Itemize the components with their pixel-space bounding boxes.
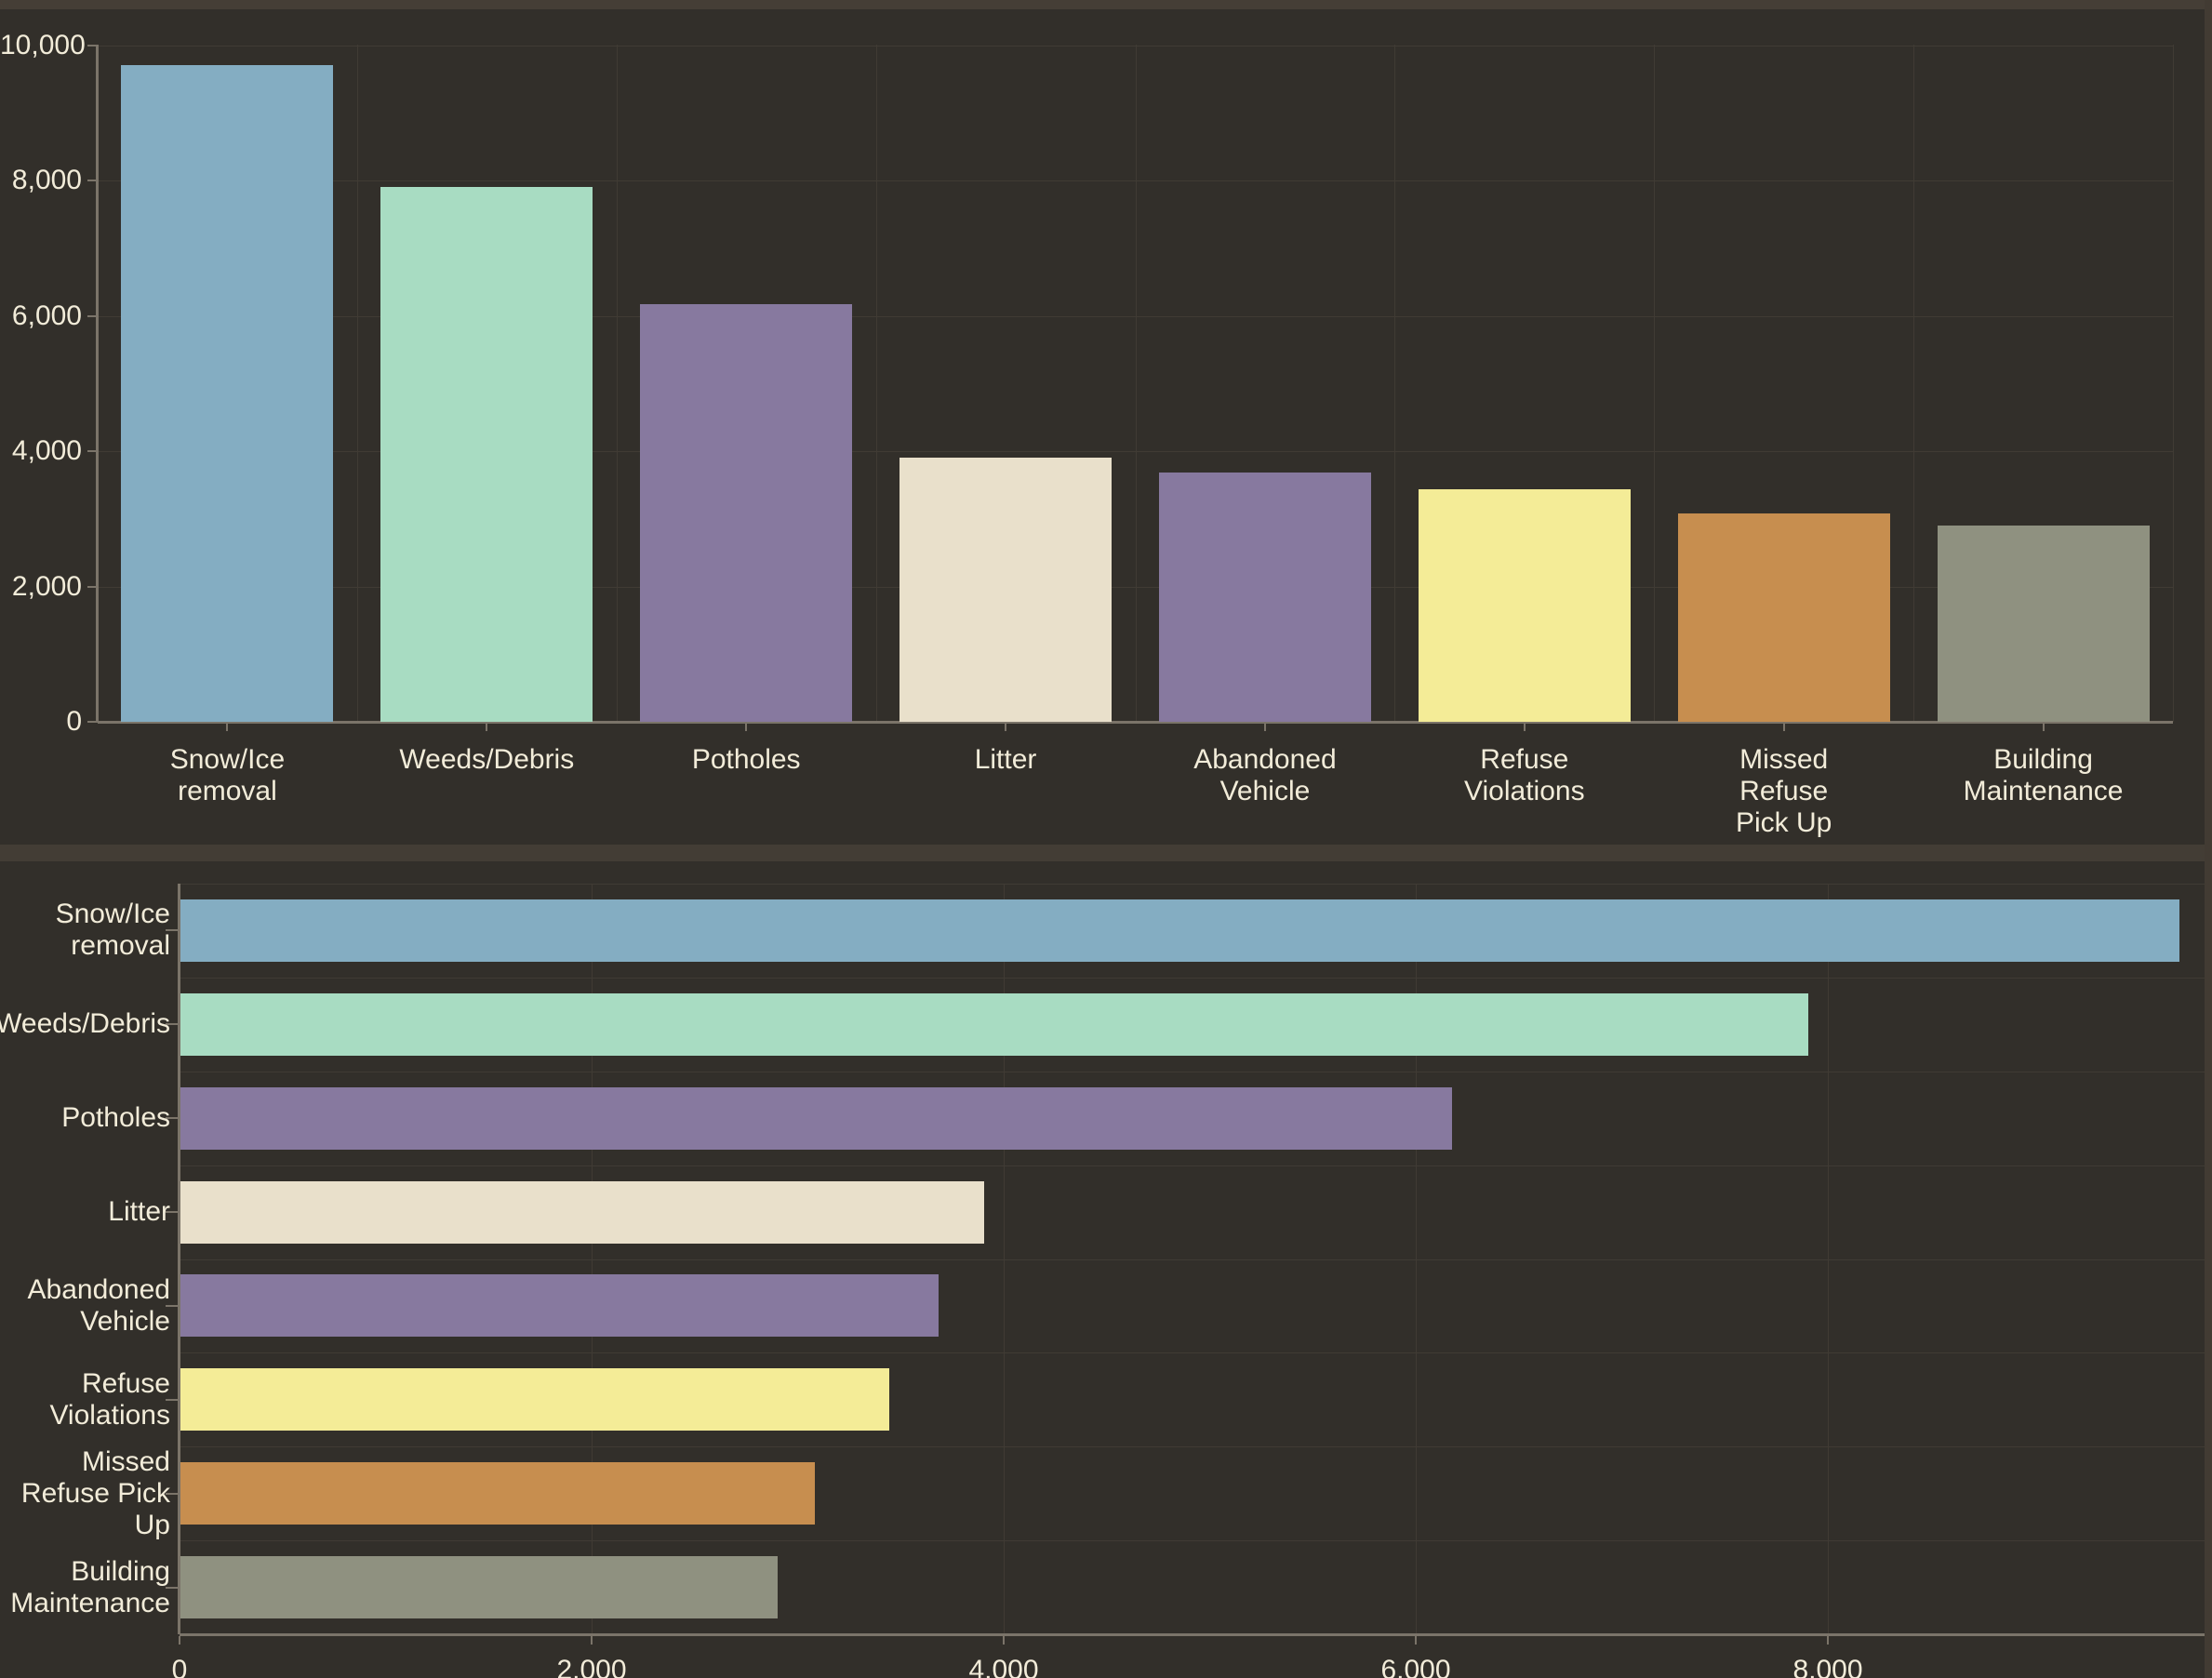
category-tick-building-maintenance (166, 1586, 180, 1589)
category-label-missed-refuse-pick-up: Missed Refuse Pick Up (1736, 744, 1832, 838)
category-label-missed-refuse-pick-up: Missed Refuse Pick Up (20, 1445, 170, 1540)
x-axis-label-2000: 2,000 (556, 1655, 627, 1678)
x-axis-tick-6000 (1415, 1636, 1417, 1645)
category-label-weeds-debris: Weeds/Debris (0, 1008, 170, 1040)
bar-potholes[interactable] (180, 1086, 1452, 1150)
bar-potholes[interactable] (640, 304, 853, 722)
y-axis-label-8000: 8,000 (11, 165, 82, 195)
category-label-potholes: Potholes (61, 1102, 170, 1134)
y-axis-tick-2000 (87, 585, 98, 588)
band-gridline (180, 1540, 2212, 1542)
category-tick-abandoned-vehicle (1263, 724, 1266, 731)
x-axis-label-4000: 4,000 (968, 1655, 1039, 1678)
bar-missed-refuse-pick-up[interactable] (1677, 513, 1890, 722)
panel-right-border (2205, 0, 2212, 1678)
x-axis-tick-2000 (591, 1636, 593, 1645)
category-label-abandoned-vehicle: Abandoned Vehicle (1193, 744, 1337, 806)
y-axis-tick-6000 (87, 314, 98, 317)
bar-refuse-violations[interactable] (180, 1368, 889, 1432)
y-axis-label-4000: 4,000 (11, 435, 82, 466)
x-axis-tick-0 (179, 1636, 180, 1645)
category-tick-refuse-violations (166, 1398, 180, 1401)
category-label-potholes: Potholes (691, 744, 801, 775)
category-label-refuse-violations: Refuse Violations (1464, 744, 1585, 806)
category-tick-missed-refuse-pick-up (1782, 724, 1785, 731)
bar-refuse-violations[interactable] (1418, 488, 1631, 722)
category-tick-snow-ice-removal (166, 929, 180, 932)
category-label-weeds-debris: Weeds/Debris (399, 744, 575, 775)
category-tick-refuse-violations (1523, 724, 1526, 731)
bar-snow-ice-removal[interactable] (180, 899, 2179, 962)
band-gridline (180, 1352, 2212, 1354)
service-requests-bar-chart: 0 2,000 4,000 6,000 8,000 Snow/Ice removal Weed… (0, 861, 2212, 1678)
category-label-building-maintenance: Building Maintenance (1963, 744, 2124, 806)
category-tick-abandoned-vehicle (166, 1304, 180, 1307)
band-gridline (1394, 45, 1396, 722)
category-label-snow-ice-removal: Snow/Ice removal (55, 899, 170, 962)
category-label-building-maintenance: Building Maintenance (10, 1555, 170, 1618)
category-tick-building-maintenance (2042, 724, 2045, 731)
bar-abandoned-vehicle[interactable] (180, 1274, 939, 1338)
panel-top-border (0, 0, 2212, 9)
bar-building-maintenance[interactable] (180, 1556, 779, 1619)
x-axis-label-6000: 6,000 (1380, 1655, 1451, 1678)
band-gridline (180, 1165, 2212, 1166)
band-gridline (2173, 45, 2174, 722)
y-axis-label-10000: 10,000 (0, 29, 86, 60)
band-gridline (616, 45, 618, 722)
category-label-litter: Litter (974, 744, 1037, 775)
y-axis-tick-4000 (87, 450, 98, 452)
y-axis-line (178, 884, 180, 1634)
y-axis-tick-8000 (87, 180, 98, 181)
x-axis-tick-8000 (1827, 1636, 1829, 1645)
x-axis-label-0: 0 (171, 1655, 188, 1678)
category-tick-potholes (745, 724, 748, 731)
panel-divider (0, 845, 2212, 861)
service-requests-column-chart: 0 2,000 4,000 6,000 8,000 10,000 Snow/Ice remov… (0, 9, 2212, 845)
bar-litter[interactable] (180, 1180, 984, 1244)
bar-building-maintenance[interactable] (1937, 526, 2150, 722)
band-gridline (875, 45, 877, 722)
band-gridline (180, 1446, 2212, 1448)
category-label-snow-ice-removal: Snow/Ice removal (169, 744, 286, 806)
category-tick-litter (1005, 724, 1007, 731)
y-axis-label-0: 0 (66, 706, 82, 737)
band-gridline (180, 977, 2212, 979)
bar-abandoned-vehicle[interactable] (1158, 473, 1371, 722)
bar-litter[interactable] (899, 458, 1113, 722)
y-axis-label-6000: 6,000 (11, 300, 82, 331)
bar-weeds-debris[interactable] (180, 992, 1808, 1056)
category-tick-potholes (166, 1117, 180, 1120)
y-axis-tick-10000 (87, 44, 98, 47)
band-gridline (356, 45, 358, 722)
x-axis-tick-4000 (1003, 1636, 1005, 1645)
bar-missed-refuse-pick-up[interactable] (180, 1462, 816, 1525)
vertical-bar-chart-panel: 0 2,000 4,000 6,000 8,000 10,000 Snow/Ice remov… (0, 9, 2212, 845)
x-axis-label-8000: 8,000 (1792, 1655, 1863, 1678)
bar-snow-ice-removal[interactable] (121, 65, 334, 722)
y-axis-tick-0 (87, 721, 98, 723)
category-tick-missed-refuse-pick-up (166, 1492, 180, 1495)
category-tick-litter (166, 1211, 180, 1214)
band-gridline (180, 884, 2212, 885)
category-tick-snow-ice-removal (226, 724, 229, 731)
band-gridline (1135, 45, 1137, 722)
band-gridline (1913, 45, 1915, 722)
y-axis-label-2000: 2,000 (11, 570, 82, 602)
band-gridline (1654, 45, 1656, 722)
category-label-abandoned-vehicle: Abandoned Vehicle (27, 1273, 171, 1337)
horizontal-bar-chart-panel: 0 2,000 4,000 6,000 8,000 Snow/Ice removal Weed… (0, 861, 2212, 1678)
bar-weeds-debris[interactable] (380, 187, 593, 722)
x-axis-line (180, 1633, 2212, 1636)
band-gridline (180, 1258, 2212, 1260)
category-tick-weeds-debris (166, 1023, 180, 1026)
category-label-refuse-violations: Refuse Violations (49, 1367, 170, 1431)
category-label-litter: Litter (108, 1196, 170, 1228)
category-tick-weeds-debris (486, 724, 488, 731)
y-axis-line (96, 45, 99, 722)
x-axis-line (98, 721, 2173, 724)
